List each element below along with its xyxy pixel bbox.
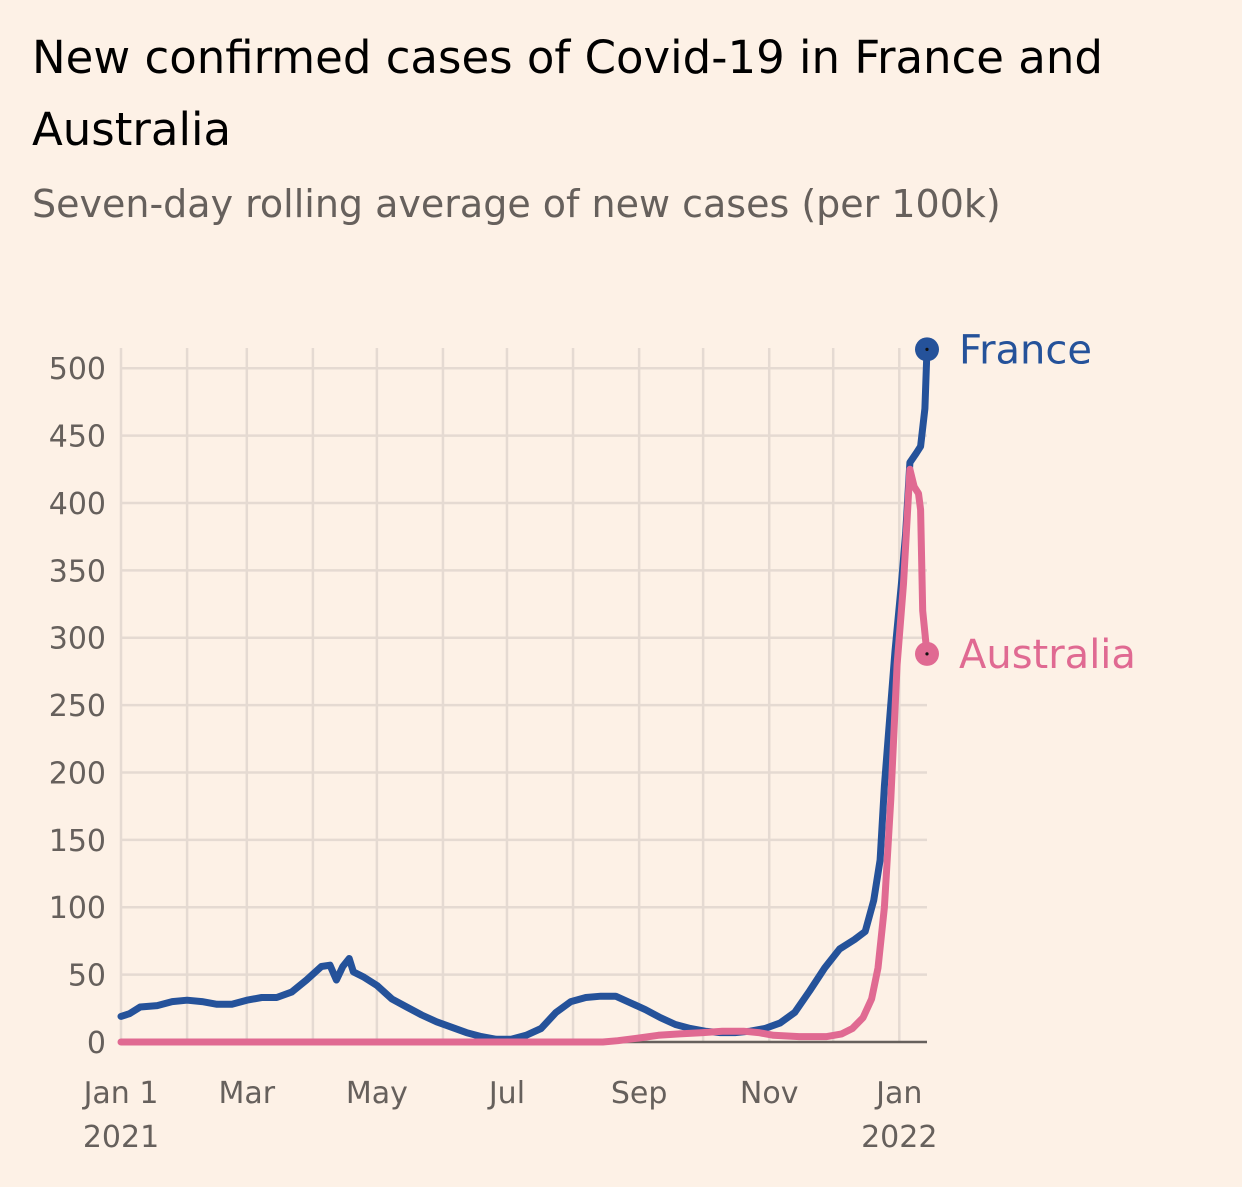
x-tick-label: Nov: [740, 1076, 799, 1111]
france-end-marker-dot: [925, 347, 929, 351]
y-tick-label: 350: [49, 554, 106, 589]
australia-end-marker-dot: [925, 652, 929, 656]
australia-series-line: [117, 465, 931, 1046]
y-tick-label: 250: [49, 689, 106, 724]
series-lines: [117, 337, 939, 1046]
france-series-label: France: [959, 327, 1092, 373]
x-tick-label: May: [346, 1076, 408, 1111]
x-tick-label: Jan: [874, 1076, 922, 1111]
france-series-line: [117, 345, 931, 1043]
x-tick-year-label: 2021: [83, 1120, 159, 1155]
x-tick-label: Mar: [218, 1076, 275, 1111]
x-axis: Jan 1 2021 Mar May Jul Sep Nov Jan 2022: [82, 1076, 938, 1155]
x-tick-label: Sep: [611, 1076, 668, 1111]
y-tick-label: 50: [68, 959, 106, 994]
y-tick-label: 500: [49, 352, 106, 387]
australia-series-label: Australia: [959, 632, 1136, 678]
y-tick-label: 150: [49, 824, 106, 859]
grid: [119, 348, 927, 1044]
series-labels: France Australia: [959, 327, 1136, 678]
y-axis: 0 50 100 150 200 250 300 350 400 450 500: [49, 352, 106, 1061]
chart-subtitle: Seven-day rolling average of new cases (…: [32, 182, 1001, 226]
y-tick-label: 450: [49, 420, 106, 455]
chart-title: New confirmed cases of Covid-19 in Franc…: [32, 31, 1103, 156]
y-tick-label: 400: [49, 487, 106, 522]
x-tick-label: Jul: [487, 1076, 525, 1111]
x-tick-label: Jan 1: [82, 1076, 159, 1111]
y-tick-label: 0: [87, 1026, 106, 1061]
y-tick-label: 200: [49, 756, 106, 791]
y-tick-label: 300: [49, 622, 106, 657]
y-tick-label: 100: [49, 891, 106, 926]
x-tick-year-label: 2022: [861, 1120, 937, 1155]
